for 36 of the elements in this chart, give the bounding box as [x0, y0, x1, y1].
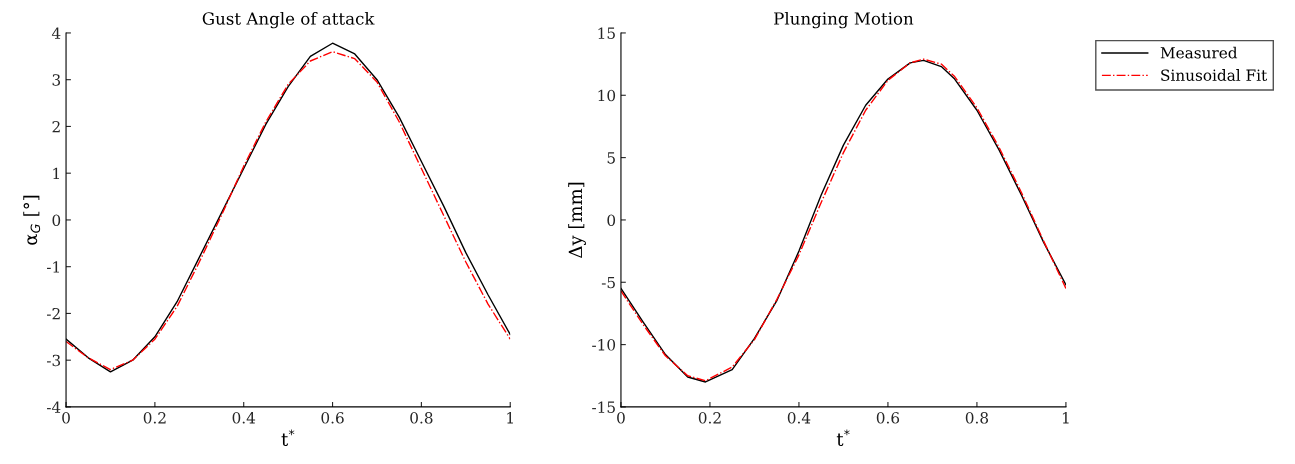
y-axis-title: Δy [mm] — [568, 182, 586, 258]
x-tick-label: 0.2 — [143, 412, 166, 424]
legend-label: Sinusoidal Fit — [1161, 69, 1268, 81]
x-axis-title: t$^{*}$ — [836, 429, 850, 446]
x-tick-label: 0 — [62, 412, 70, 424]
chart-title: Gust Angle of attack — [202, 11, 375, 29]
x-tick-label: 0.2 — [698, 412, 721, 424]
y-tick-label: 3 — [52, 74, 61, 86]
x-tick-label: 1 — [1062, 412, 1069, 424]
x-tick-label: 0.8 — [410, 412, 433, 424]
y-tick-label: 5 — [607, 152, 615, 164]
x-tick-label: 0.8 — [965, 412, 989, 424]
legend-label: Measured — [1160, 46, 1238, 59]
y-tick-label: 15 — [598, 27, 615, 39]
x-tick-label: 0.6 — [876, 412, 900, 424]
y-tick-label: -2 — [46, 307, 60, 320]
x-tick-label: 0.6 — [321, 412, 344, 424]
y-tick-label: 10 — [598, 89, 616, 102]
y-tick-label: 2 — [52, 120, 60, 133]
x-tick-label: 0.4 — [232, 412, 256, 424]
y-tick-label: -5 — [601, 276, 615, 289]
y-tick-label: -3 — [46, 354, 61, 367]
y-tick-label: 1 — [53, 167, 60, 179]
y-tick-label: 4 — [51, 27, 61, 39]
y-tick-label: -10 — [592, 339, 616, 351]
y-tick-label: 0 — [52, 214, 61, 226]
chart-title: Plunging Motion — [774, 11, 914, 29]
y-tick-label: -4 — [46, 401, 61, 413]
x-tick-label: 0.4 — [787, 412, 811, 424]
y-axis-title: α$_{G}$ [°] — [23, 195, 41, 245]
y-tick-label: -1 — [46, 261, 60, 273]
x-tick-label: 0 — [617, 412, 625, 424]
y-tick-label: 0 — [607, 214, 616, 226]
x-tick-label: 1 — [507, 412, 513, 424]
x-axis-title: t$^{*}$ — [281, 429, 295, 446]
y-tick-label: -15 — [592, 401, 615, 413]
